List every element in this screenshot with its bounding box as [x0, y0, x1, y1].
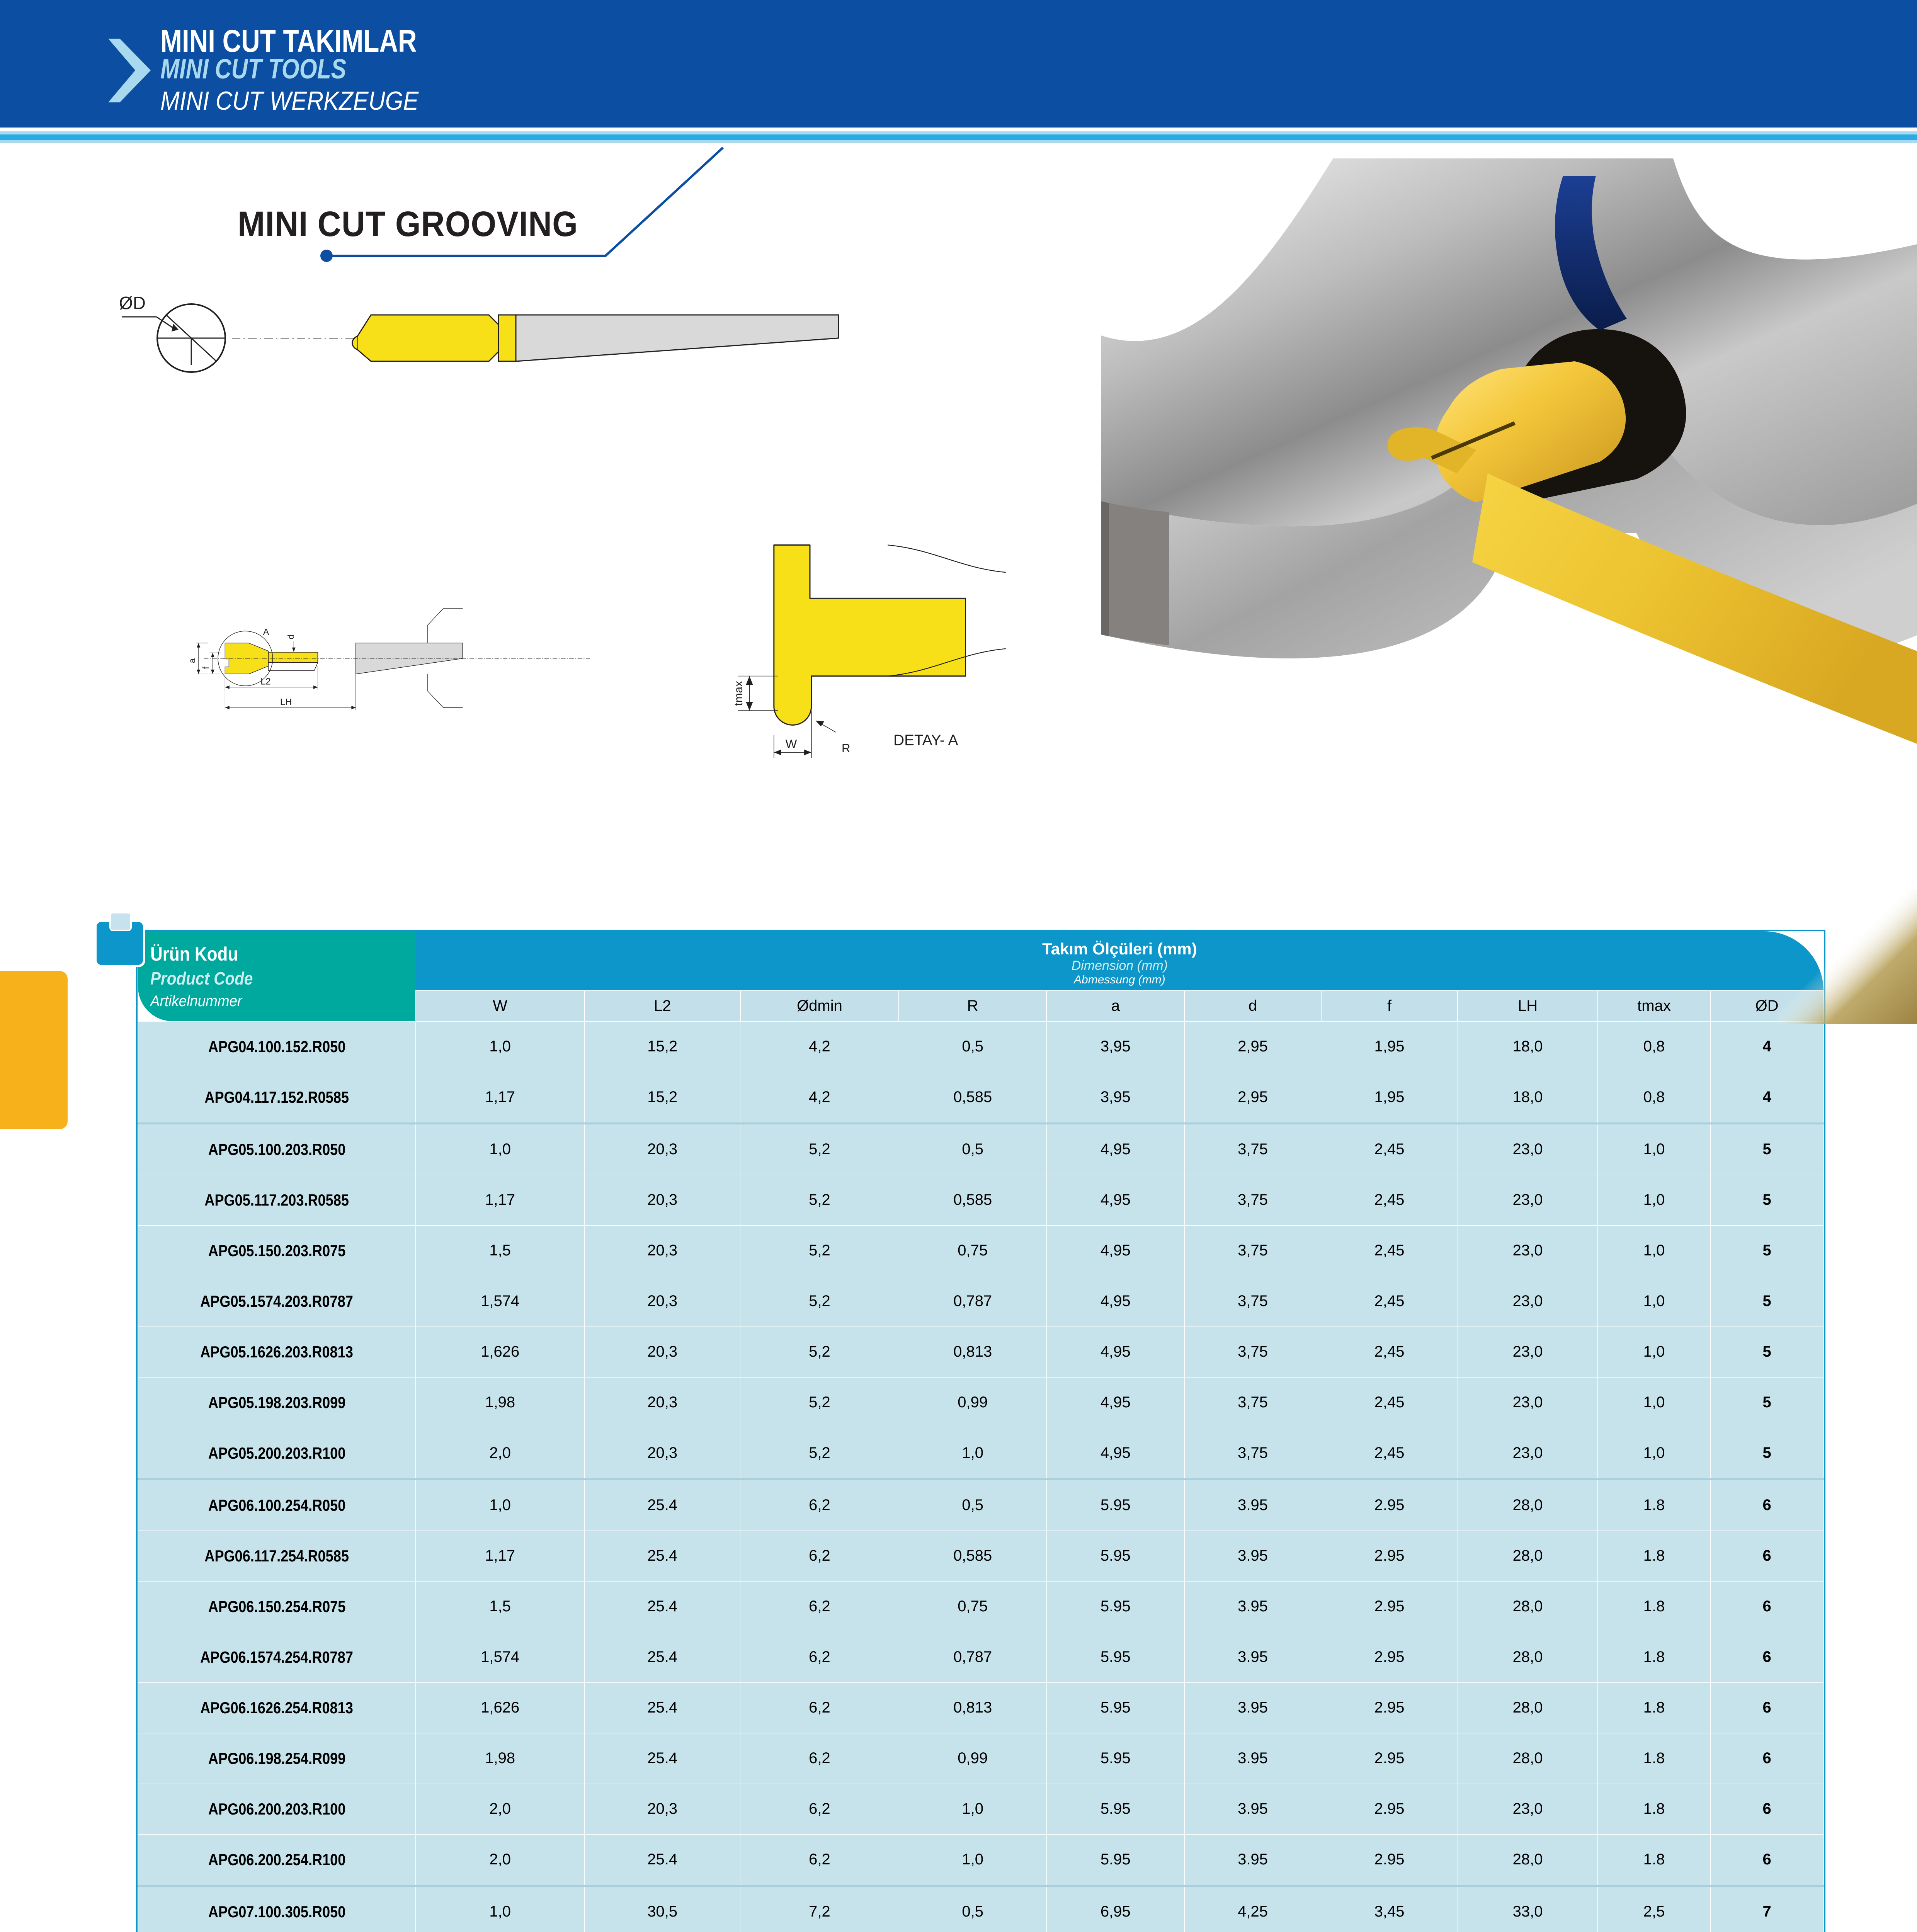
- svg-text:LH: LH: [280, 697, 292, 707]
- svg-text:ØD: ØD: [119, 293, 146, 313]
- svg-text:d: d: [286, 634, 296, 639]
- svg-text:R: R: [842, 742, 850, 755]
- svg-text:tmax: tmax: [732, 681, 745, 706]
- svg-text:W: W: [786, 737, 797, 751]
- svg-text:f: f: [201, 666, 211, 669]
- svg-text:A: A: [263, 627, 269, 638]
- svg-text:DETAY- A: DETAY- A: [893, 732, 958, 749]
- svg-text:L2: L2: [260, 677, 270, 687]
- svg-text:a: a: [187, 658, 197, 663]
